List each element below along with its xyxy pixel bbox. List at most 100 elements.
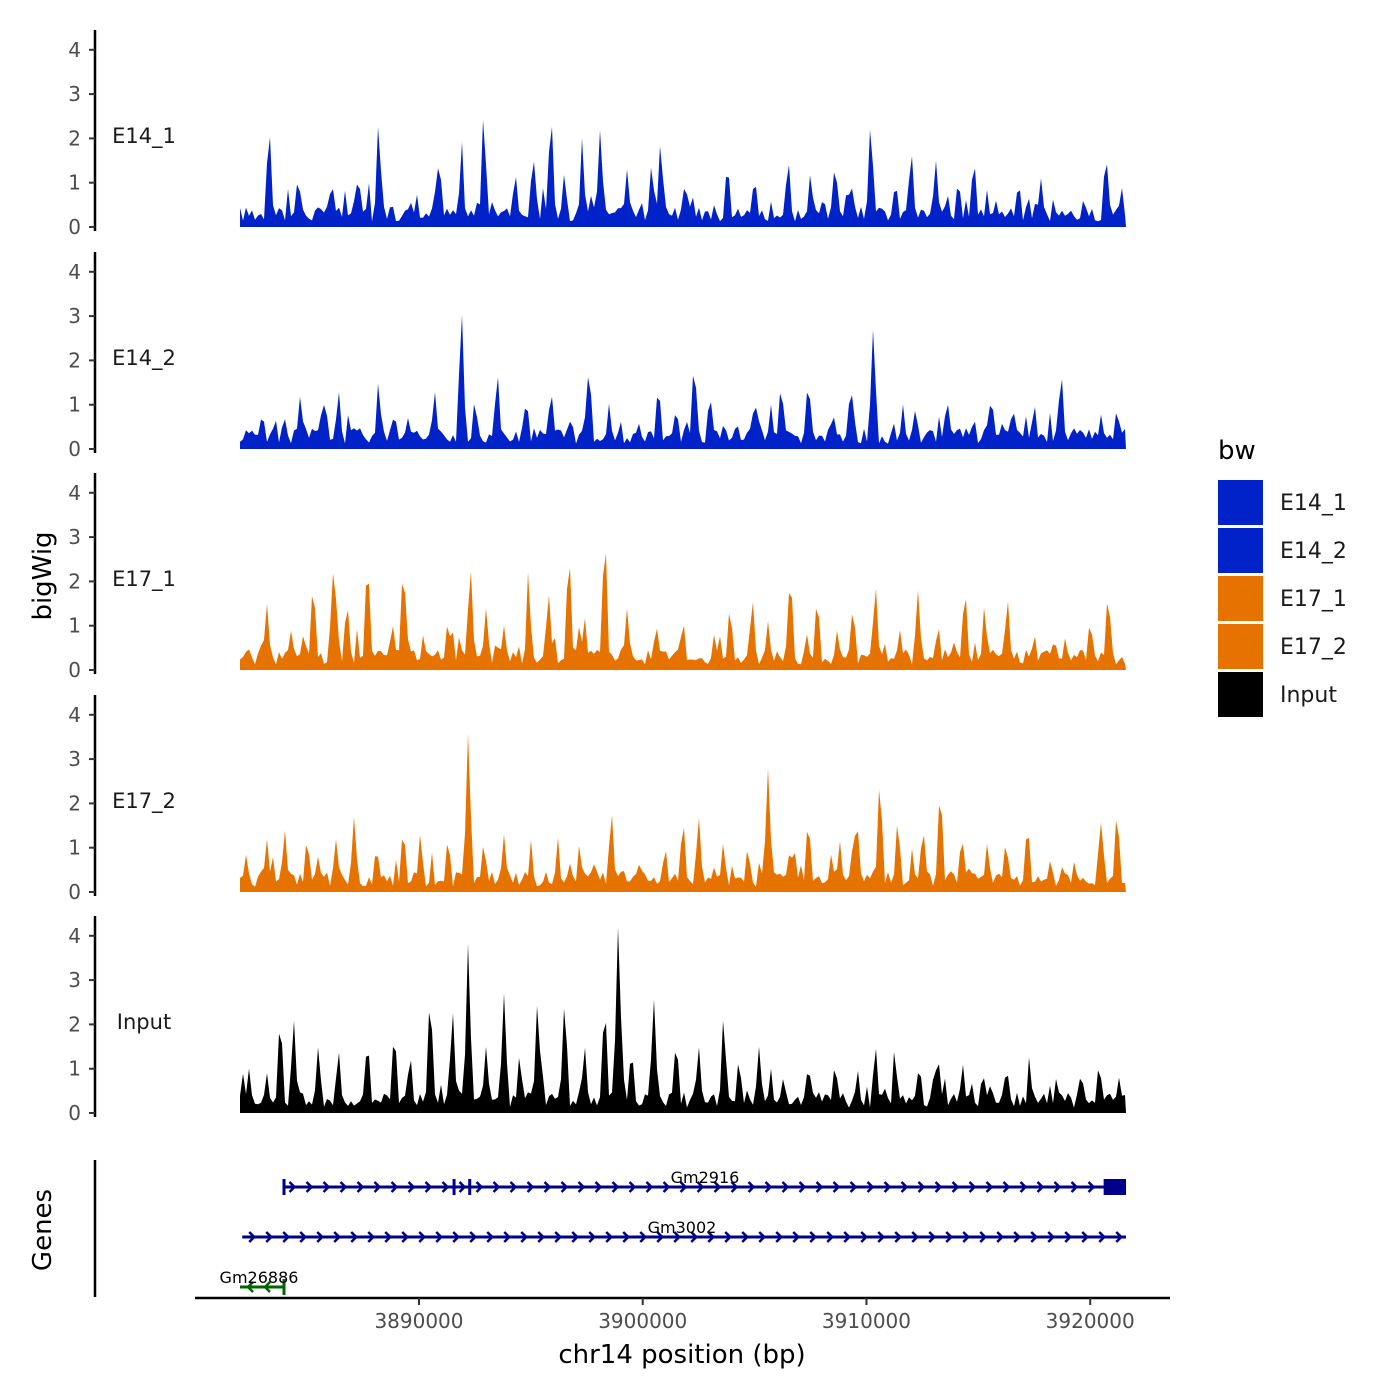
strand-arrow (679, 1181, 688, 1193)
strand-arrow (883, 1181, 892, 1193)
strand-arrow (441, 1181, 450, 1193)
strand-arrow (945, 1231, 954, 1243)
strand-arrow (305, 1181, 314, 1193)
strand-arrow (724, 1231, 733, 1243)
strand-arrow (1053, 1181, 1062, 1193)
strand-arrow (758, 1231, 767, 1243)
strand-arrow (1019, 1181, 1028, 1193)
y-tick-label: 3 (68, 525, 81, 549)
gene-track: Gm2916 Gm3002 Gm26886 (93, 1160, 1126, 1297)
track-label-E17_2: E17_2 (112, 789, 176, 814)
strand-arrow (707, 1231, 716, 1243)
x-tick-label: 3920000 (1046, 1309, 1135, 1333)
coverage-area-E17_2 (240, 733, 1126, 892)
strand-arrow (520, 1231, 529, 1243)
strand-arrow (246, 1281, 254, 1293)
coverage-tracks: 0 1 2 3 4 E14_1 0 1 2 3 4 E14_2 0 1 2 3 4 E17_1 0 1 2 3 4 E17_2… (68, 30, 1126, 1125)
x-tick-label: 3910000 (822, 1309, 911, 1333)
strand-arrow (373, 1181, 382, 1193)
strand-arrow (741, 1231, 750, 1243)
strand-arrow (645, 1181, 654, 1193)
strand-arrow (611, 1181, 620, 1193)
strand-arrow (917, 1181, 926, 1193)
strand-arrow (849, 1181, 858, 1193)
strand-arrow (407, 1181, 416, 1193)
strand-arrow (469, 1231, 478, 1243)
strand-arrow (452, 1231, 461, 1243)
strand-arrow (333, 1231, 342, 1243)
strand-arrow (815, 1181, 824, 1193)
strand-arrow (288, 1181, 297, 1193)
exon (452, 1179, 456, 1195)
strand-arrow (486, 1231, 495, 1243)
legend-label-E17_2: E17_2 (1280, 635, 1347, 660)
strand-arrow (263, 1281, 271, 1293)
strand-arrow (1036, 1181, 1045, 1193)
strand-arrow (826, 1231, 835, 1243)
y-tick-label: 3 (68, 304, 81, 328)
track-E14_1: 0 1 2 3 4 E14_1 (68, 30, 1126, 239)
strand-arrow (1047, 1231, 1056, 1243)
strand-arrow (537, 1231, 546, 1243)
strand-arrow (911, 1231, 920, 1243)
track-label-E14_2: E14_2 (112, 346, 176, 371)
y-tick-label: 3 (68, 82, 81, 106)
strand-arrow (503, 1231, 512, 1243)
strand-arrow (832, 1181, 841, 1193)
strand-arrow (673, 1231, 682, 1243)
strand-arrow (639, 1231, 648, 1243)
genes-axis-title: Genes (28, 1189, 58, 1271)
strand-arrow (809, 1231, 818, 1243)
y-tick-label: 0 (68, 658, 81, 682)
legend-swatch-E17_2 (1218, 624, 1263, 669)
strand-arrow (316, 1231, 325, 1243)
track-label-Input: Input (117, 1010, 171, 1034)
x-axis: 3890000 3900000 3910000 3920000 (195, 1296, 1170, 1333)
strand-arrow (367, 1231, 376, 1243)
strand-arrow (299, 1231, 308, 1243)
y-axis-title: bigWig (28, 531, 58, 620)
strand-arrow (622, 1231, 631, 1243)
legend-title: bw (1218, 436, 1256, 466)
gene-Gm26886: Gm26886 (220, 1268, 298, 1295)
legend-label-E14_2: E14_2 (1280, 539, 1347, 564)
strand-arrow (605, 1231, 614, 1243)
y-tick-label: 2 (68, 791, 81, 815)
y-tick-label: 0 (68, 215, 81, 239)
gene-label-Gm2916: Gm2916 (671, 1168, 740, 1187)
strand-arrow (843, 1231, 852, 1243)
strand-arrow (435, 1231, 444, 1243)
exon (1103, 1179, 1126, 1195)
strand-arrow (458, 1181, 467, 1193)
x-tick-label: 3890000 (374, 1309, 463, 1333)
y-tick-label: 4 (68, 260, 81, 284)
strand-arrow (968, 1181, 977, 1193)
strand-arrow (594, 1181, 603, 1193)
strand-arrow (588, 1231, 597, 1243)
gene-label-Gm3002: Gm3002 (648, 1218, 717, 1237)
strand-arrow (696, 1181, 705, 1193)
legend-swatch-E14_2 (1218, 528, 1263, 573)
y-tick-label: 1 (68, 393, 81, 417)
y-tick-label: 3 (68, 968, 81, 992)
strand-arrow (713, 1181, 722, 1193)
track-label-E14_1: E14_1 (112, 124, 176, 149)
strand-arrow (350, 1231, 359, 1243)
x-tick-label: 3900000 (598, 1309, 687, 1333)
y-tick-label: 0 (68, 880, 81, 904)
strand-arrow (1087, 1181, 1096, 1193)
exon (282, 1179, 286, 1195)
strand-arrow (554, 1231, 563, 1243)
y-tick-label: 2 (68, 569, 81, 593)
track-E17_2: 0 1 2 3 4 E17_2 (68, 695, 1126, 904)
strand-arrow (934, 1181, 943, 1193)
strand-arrow (628, 1181, 637, 1193)
y-tick-label: 1 (68, 1057, 81, 1081)
coverage-area-E14_2 (240, 315, 1126, 449)
strand-arrow (781, 1181, 790, 1193)
strand-arrow (962, 1231, 971, 1243)
strand-arrow (356, 1181, 365, 1193)
strand-arrow (860, 1231, 869, 1243)
y-tick-label: 0 (68, 1101, 81, 1125)
strand-arrow (900, 1181, 909, 1193)
